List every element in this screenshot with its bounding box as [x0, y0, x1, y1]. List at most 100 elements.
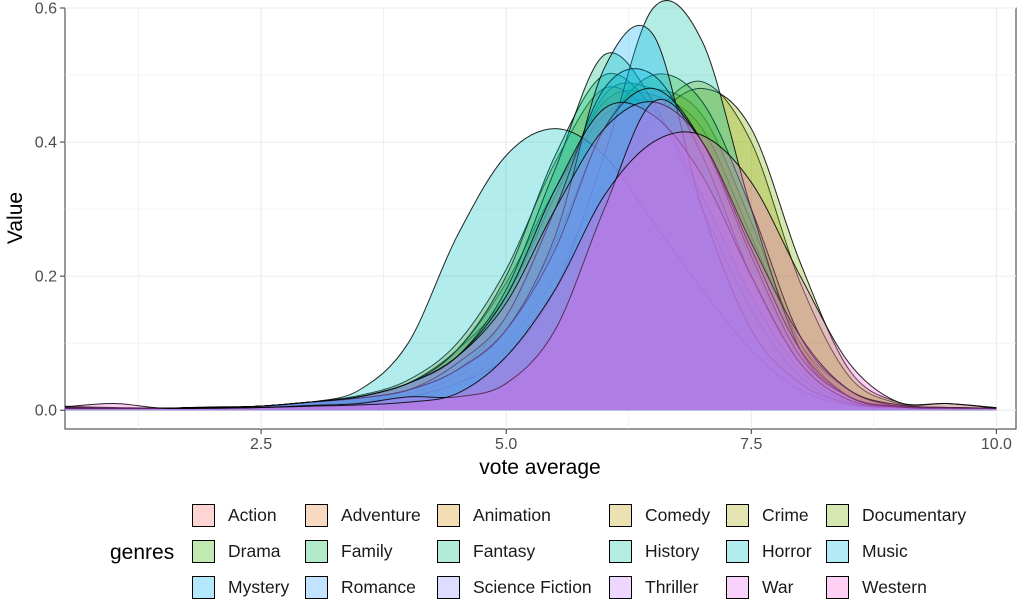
x-tick-label: 7.5: [740, 436, 762, 453]
x-tick-label: 2.5: [250, 436, 272, 453]
legend-label: Mystery: [228, 577, 290, 597]
density-area-music: [65, 68, 997, 411]
legend-swatch: [305, 576, 328, 599]
legend-label: Fantasy: [473, 541, 535, 561]
grid: [65, 7, 1016, 429]
legend-key: [726, 576, 749, 599]
legend-label: Music: [862, 541, 908, 561]
legend-item-action: Action: [192, 504, 277, 527]
legend-item-war: War: [726, 576, 794, 599]
plot-panel: [64, 7, 1017, 430]
density-area-thriller: [65, 101, 997, 411]
legend-item-fantasy: Fantasy: [437, 540, 535, 563]
legend-swatch: [726, 576, 749, 599]
legend-key: [192, 540, 215, 563]
legend-key: [305, 540, 328, 563]
legend-label: War: [762, 577, 794, 597]
legend-key: [305, 576, 328, 599]
legend-swatch: [192, 504, 215, 527]
legend-item-crime: Crime: [726, 504, 809, 527]
legend-key: [609, 540, 632, 563]
legend-key: [192, 504, 215, 527]
legend-item-animation: Animation: [437, 504, 551, 527]
legend-swatch: [437, 576, 460, 599]
legend-item-comedy: Comedy: [609, 504, 710, 527]
legend-label: Horror: [762, 541, 812, 561]
legend-item-adventure: Adventure: [305, 504, 421, 527]
density-area-animation: [65, 82, 997, 411]
legend-item-thriller: Thriller: [609, 576, 699, 599]
legend-key: [726, 540, 749, 563]
legend-label: Animation: [473, 505, 551, 525]
legend-swatch: [826, 504, 849, 527]
legend-label: Family: [341, 541, 393, 561]
legend-label: Adventure: [341, 505, 421, 525]
legend-label: Drama: [228, 541, 281, 561]
x-tick-label: 10.0: [981, 436, 1012, 453]
y-tick-label: 0.4: [35, 135, 57, 152]
legend-label: Thriller: [645, 577, 699, 597]
legend-item-mystery: Mystery: [192, 576, 290, 599]
legend-key: [437, 576, 460, 599]
legend: Action Adventure Animation Comedy Crime Docum…: [192, 504, 966, 599]
legend-key: [726, 504, 749, 527]
y-axis: 0.0 0.2 0.4 0.6: [35, 1, 65, 420]
x-tick-label: 5.0: [495, 436, 517, 453]
x-axis-title: vote average: [479, 456, 600, 479]
density-area-family: [65, 73, 997, 411]
legend-title: genres: [110, 541, 174, 564]
legend-item-history: History: [609, 540, 700, 563]
legend-label: Science Fiction: [473, 577, 592, 597]
legend-key: [826, 504, 849, 527]
legend-item-music: Music: [826, 540, 908, 563]
legend-label: Documentary: [862, 505, 966, 525]
density-area-western: [65, 131, 997, 411]
legend-swatch: [192, 576, 215, 599]
density-area-history: [65, 0, 997, 411]
legend-key: [609, 504, 632, 527]
legend-key: [826, 576, 849, 599]
legend-key: [437, 540, 460, 563]
density-area-fantasy: [65, 52, 997, 411]
legend-swatch: [726, 504, 749, 527]
legend-label: Action: [228, 505, 277, 525]
legend-swatch: [726, 540, 749, 563]
legend-swatch: [826, 540, 849, 563]
density-areas: [64, 0, 997, 411]
legend-key: [305, 504, 328, 527]
legend-item-documentary: Documentary: [826, 504, 966, 527]
legend-swatch: [192, 540, 215, 563]
legend-label: Western: [862, 577, 927, 597]
density-area-science-fiction: [65, 102, 997, 411]
legend-item-drama: Drama: [192, 540, 281, 563]
y-tick-label: 0.0: [35, 403, 57, 420]
legend-item-science-fiction: Science Fiction: [437, 576, 592, 599]
y-axis-title: Value: [4, 192, 27, 244]
legend-swatch: [609, 540, 632, 563]
legend-item-romance: Romance: [305, 576, 416, 599]
legend-swatch: [609, 504, 632, 527]
legend-swatch: [826, 576, 849, 599]
density-area-action: [65, 99, 997, 411]
y-tick-label: 0.6: [35, 1, 57, 18]
legend-label: Crime: [762, 505, 809, 525]
legend-label: History: [645, 541, 700, 561]
density-area-drama: [65, 73, 997, 411]
legend-swatch: [609, 576, 632, 599]
density-area-crime: [65, 81, 997, 411]
legend-label: Comedy: [645, 505, 710, 525]
density-line-western: [64, 131, 997, 410]
legend-key: [192, 576, 215, 599]
density-area-war: [65, 99, 997, 411]
density-area-romance: [65, 88, 997, 411]
x-axis: 2.5 5.0 7.5 10.0: [250, 429, 1012, 453]
legend-label: Romance: [341, 577, 416, 597]
legend-item-family: Family: [305, 540, 393, 563]
density-area-mystery: [65, 25, 997, 411]
density-line-thriller: [65, 101, 997, 409]
legend-swatch: [305, 504, 328, 527]
legend-key: [826, 540, 849, 563]
legend-key: [437, 504, 460, 527]
legend-swatch: [437, 540, 460, 563]
